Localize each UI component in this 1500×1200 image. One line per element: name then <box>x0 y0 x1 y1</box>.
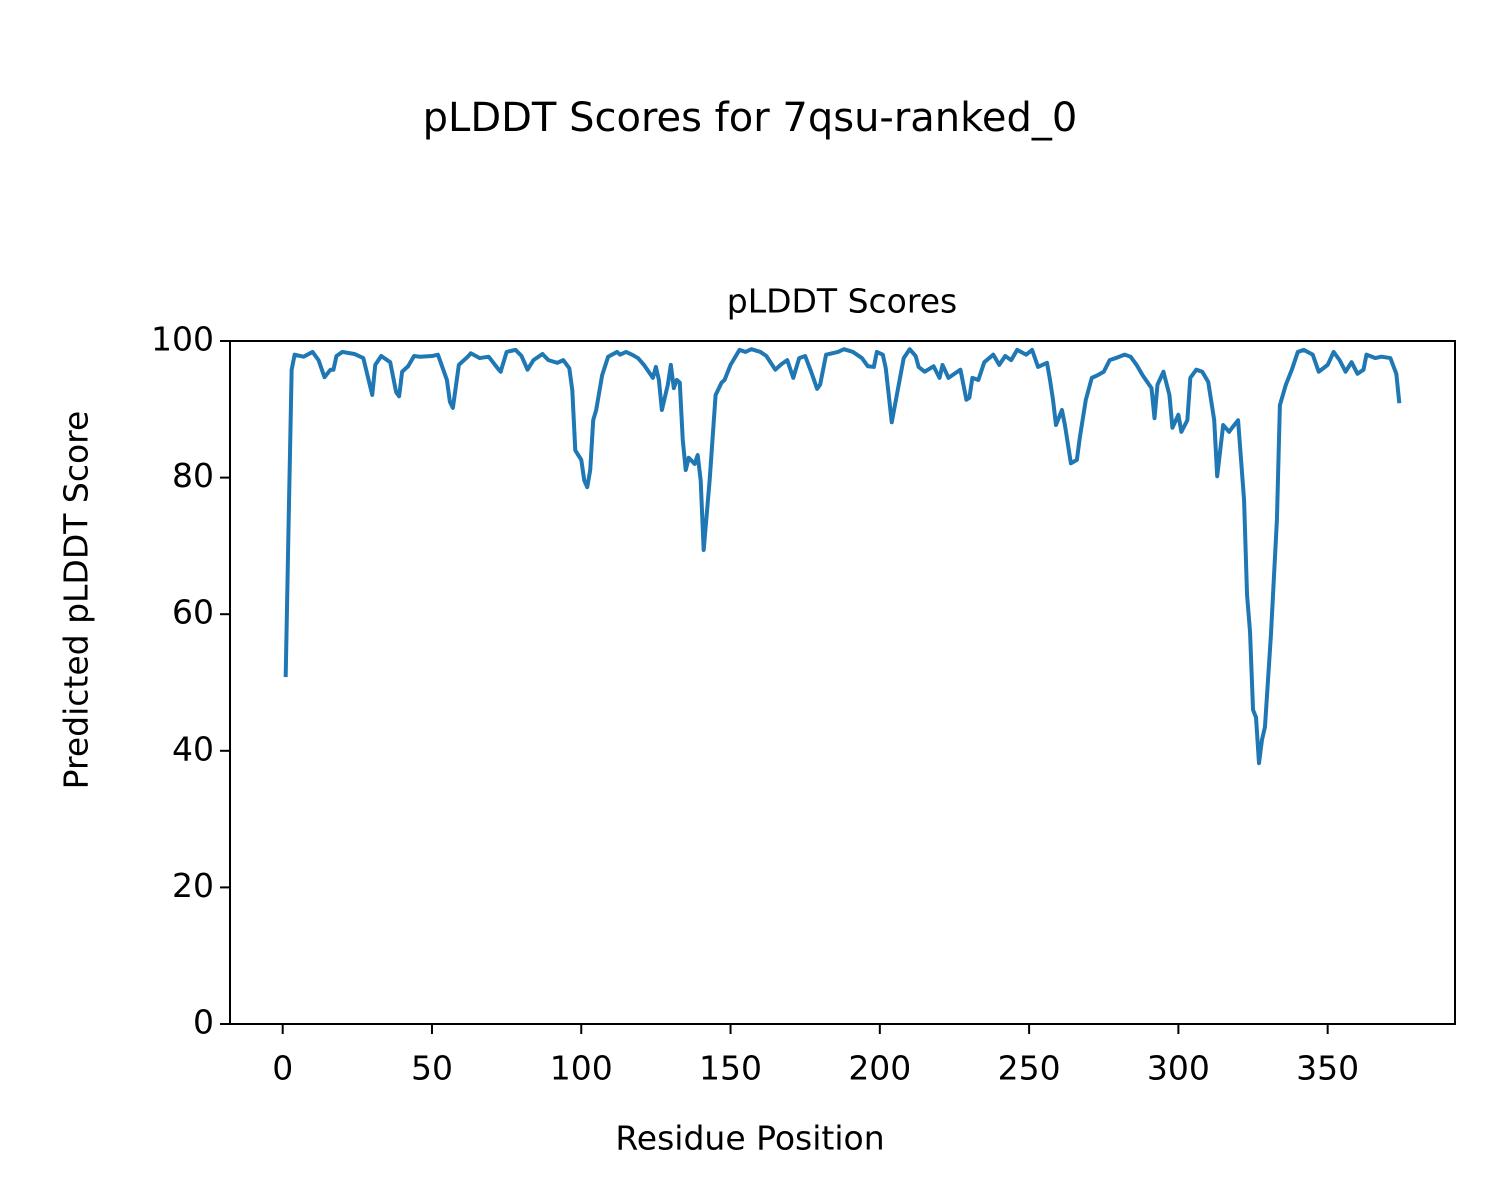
y-tick-label: 40 <box>172 729 214 768</box>
x-tick-label: 350 <box>1296 1049 1359 1088</box>
y-tick-label: 60 <box>172 593 214 632</box>
x-axis-label: Residue Position <box>615 1119 884 1158</box>
y-tick-label: 20 <box>172 866 214 905</box>
x-tick-label: 250 <box>998 1049 1061 1088</box>
y-axis-label: Predicted pLDDT Score <box>57 411 96 790</box>
chart-title: pLDDT Scores for 7qsu-ranked_0 <box>423 95 1078 141</box>
plot-frame <box>229 340 1456 1025</box>
y-tick-label: 0 <box>193 1003 214 1042</box>
x-tick-label: 200 <box>848 1049 911 1088</box>
data-line <box>283 347 1402 766</box>
x-tick-label: 300 <box>1147 1049 1210 1088</box>
chart-subtitle: pLDDT Scores <box>727 282 957 321</box>
x-tick-label: 150 <box>699 1049 762 1088</box>
y-tick-label: 80 <box>172 456 214 495</box>
x-tick-label: 50 <box>411 1049 453 1088</box>
x-tick-label: 100 <box>550 1049 613 1088</box>
x-tick-label: 0 <box>272 1049 293 1088</box>
y-tick-label: 100 <box>151 320 214 359</box>
